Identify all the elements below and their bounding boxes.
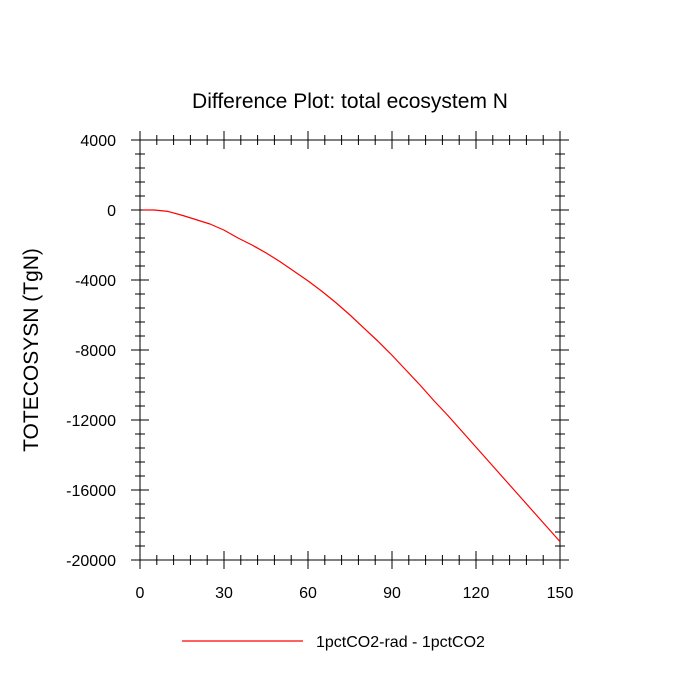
- chart-title: Difference Plot: total ecosystem N: [192, 90, 508, 113]
- y-axis-label: TOTECOSYSN (TgN): [20, 248, 43, 452]
- y-tick-label: -8000: [75, 343, 116, 360]
- legend-label-0: 1pctCO2-rad - 1pctCO2: [316, 634, 485, 651]
- x-tick-label: 30: [215, 585, 233, 602]
- x-tick-label: 60: [299, 585, 317, 602]
- x-tick-label: 0: [136, 585, 145, 602]
- x-tick-label: 90: [383, 585, 401, 602]
- y-tick-label: -16000: [66, 483, 116, 500]
- plot-area: 0 30 60 90 120 150 4000 0 -4000 -8000 -12000 -16000…: [66, 131, 573, 602]
- series-line-0: [142, 209, 561, 543]
- y-tick-label: 4000: [80, 133, 116, 150]
- y-tick-label: -20000: [66, 553, 116, 570]
- y-tick-label: 0: [107, 203, 116, 220]
- x-tick-label: 120: [463, 585, 490, 602]
- legend: 1pctCO2-rad - 1pctCO2: [182, 634, 485, 651]
- y-tick-label: -4000: [75, 273, 116, 290]
- y-tick-label: -12000: [66, 413, 116, 430]
- x-tick-label: 150: [547, 585, 574, 602]
